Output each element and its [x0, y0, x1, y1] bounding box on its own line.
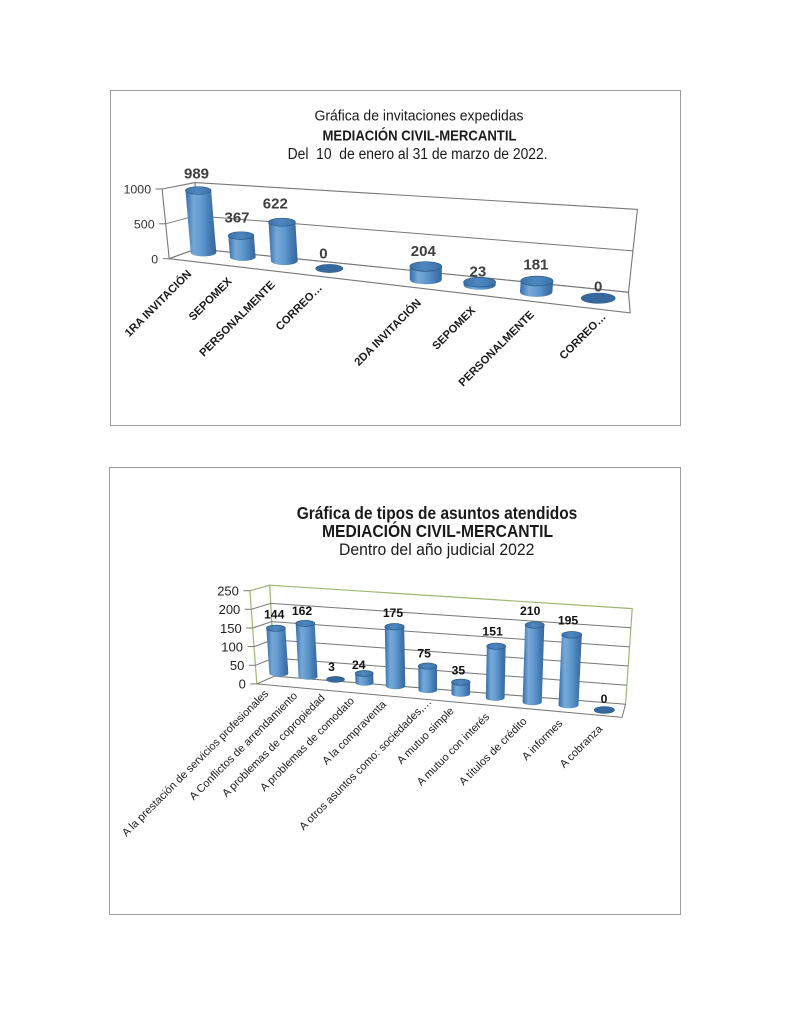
svg-text:0: 0	[151, 252, 158, 266]
svg-text:0: 0	[594, 279, 602, 296]
svg-text:204: 204	[411, 243, 437, 260]
svg-text:500: 500	[134, 217, 155, 231]
svg-text:162: 162	[292, 604, 313, 618]
svg-text:3: 3	[328, 660, 335, 674]
svg-text:Del 10 de enero al 31 de mar: Del 10 de enero al 31 de marzo de 2022.	[288, 146, 548, 163]
svg-text:144: 144	[264, 608, 285, 622]
svg-text:250: 250	[217, 584, 239, 599]
svg-text:50: 50	[230, 658, 244, 673]
svg-text:Gráfica de invitaciones expedi: Gráfica de invitaciones expedidas	[315, 108, 524, 125]
svg-text:MEDIACIÓN CIVIL-MERCANTIL: MEDIACIÓN CIVIL-MERCANTIL	[323, 127, 517, 145]
svg-text:367: 367	[224, 210, 249, 227]
svg-text:200: 200	[219, 602, 241, 617]
svg-text:181: 181	[523, 256, 548, 273]
svg-text:75: 75	[417, 647, 431, 661]
svg-text:175: 175	[383, 606, 404, 620]
svg-text:1000: 1000	[124, 183, 152, 197]
svg-text:MEDIACIÓN CIVIL-MERCANTIL: MEDIACIÓN CIVIL-MERCANTIL	[322, 520, 553, 541]
svg-text:0: 0	[319, 246, 327, 263]
svg-text:150: 150	[220, 621, 242, 636]
svg-text:0: 0	[239, 677, 246, 692]
svg-text:195: 195	[558, 613, 579, 627]
svg-text:622: 622	[263, 196, 288, 213]
svg-text:210: 210	[520, 604, 541, 618]
svg-text:989: 989	[184, 166, 209, 183]
svg-text:23: 23	[470, 263, 487, 280]
svg-text:151: 151	[482, 624, 503, 638]
svg-text:Gráfica de tipos de asuntos at: Gráfica de tipos de asuntos atendidos	[297, 503, 578, 523]
svg-text:24: 24	[352, 658, 366, 672]
svg-text:Dentro del año judicial 2022: Dentro del año judicial 2022	[339, 541, 535, 559]
svg-text:100: 100	[221, 639, 243, 654]
svg-text:35: 35	[452, 664, 466, 678]
svg-text:0: 0	[601, 692, 608, 706]
